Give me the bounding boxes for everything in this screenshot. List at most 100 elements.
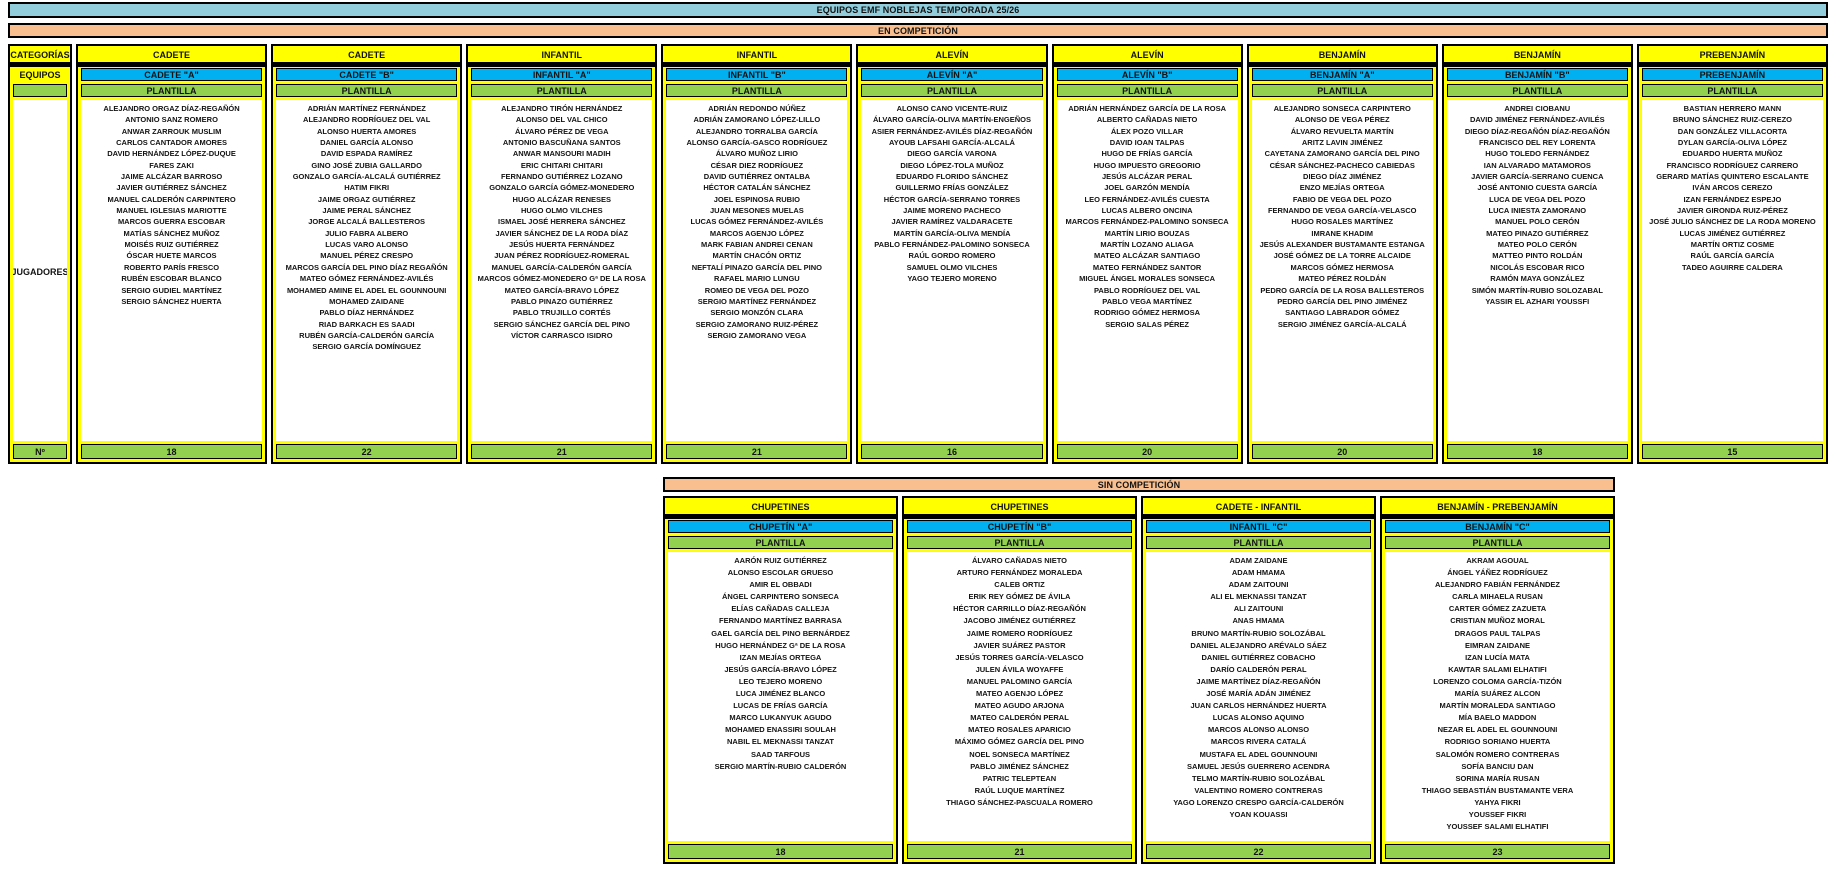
- player-name: MARCOS GÓMEZ-MONEDERO Gª DE LA ROSA: [477, 274, 646, 284]
- player-name: DAVID IOAN TALPAS: [1109, 138, 1185, 148]
- player-name: JOEL GARZÓN MENDÍA: [1104, 183, 1190, 193]
- roster-header: PLANTILLA: [668, 536, 893, 549]
- player-name: HUGO IMPUESTO GREGORIO: [1093, 160, 1201, 170]
- player-name: IMRANE KHADIM: [1311, 228, 1374, 238]
- player-name: LUCAS DE FRÍAS GARCÍA: [733, 701, 828, 711]
- player-name: MANUEL PÉREZ CRESPO: [320, 251, 414, 261]
- team-name: BENJAMÍN "A": [1251, 68, 1433, 81]
- separator-bar: [1443, 62, 1631, 67]
- player-name: KAWTAR SALAMI ELHATIFI: [1448, 664, 1547, 674]
- player-name: MIGUEL ÁNGEL MORALES SONSECA: [1079, 274, 1216, 284]
- player-list: ADRIÁN REDONDO NÚÑEZ ADRIÁN ZAMORANO LÓPE…: [666, 100, 848, 441]
- player-count: 18: [668, 844, 893, 859]
- player-name: LUCA INIESTA ZAMORANO: [1488, 206, 1587, 216]
- player-name: JAIME MORENO PACHECO: [903, 206, 1001, 216]
- player-name: JULIO FABRA ALBERO: [325, 228, 409, 238]
- player-name: MATEO GARCÍA-BRAVO LÓPEZ: [504, 285, 619, 295]
- player-name: MANUEL POLO CERÓN: [1495, 217, 1580, 227]
- player-name: GINO JOSÉ ZUBIA GALLARDO: [311, 160, 422, 170]
- team-column: BENJAMÍN - PREBENJAMÍN BENJAMÍN "C" PLANTI…: [1380, 496, 1615, 864]
- count-row-label: Nº: [13, 444, 67, 459]
- player-name: ALONSO HUERTA AMORES: [317, 126, 417, 136]
- player-name: MATEO POLO CERÓN: [1497, 240, 1577, 250]
- player-name: JOEL ESPINOSA RUBIO: [713, 194, 801, 204]
- player-name: JAVIER SÁNCHEZ DE LA RODA DÍAZ: [495, 228, 629, 238]
- player-name: RUBÉN ESCOBAR BLANCO: [121, 274, 222, 284]
- player-name: ÁLVARO REVUELTA MARTÍN: [1290, 126, 1394, 136]
- player-name: DIEGO GARCÍA VARONA: [907, 149, 997, 159]
- player-name: ADRIÁN REDONDO NÚÑEZ: [708, 104, 806, 113]
- no-competition-banner-label: SIN COMPETICIÓN: [1097, 479, 1181, 490]
- player-name: ÁLEX POZO VILLAR: [1110, 126, 1184, 136]
- player-name: MARCOS RIVERA CATALÁ: [1210, 737, 1307, 747]
- player-name: MOHAMED AMINE EL ADEL EL GOUNNOUNI: [286, 285, 447, 295]
- player-count: 21: [907, 844, 1132, 859]
- team-column: CADETE CADETE "B" PLANTILLA ADRIÁN MARTÍNEZ…: [271, 44, 463, 464]
- player-list: ALEJANDRO TIRÓN HERNÁNDEZ ALONSO DEL VAL …: [471, 100, 653, 441]
- player-name: JAVIER GARCÍA-SERRANO CUENCA: [1471, 172, 1604, 182]
- player-name: DAN GONZÁLEZ VILLACORTA: [1677, 126, 1788, 136]
- player-name: SERGIO MONZÓN CLARA: [710, 308, 804, 318]
- team-column: CHUPETINES CHUPETÍN "B" PLANTILLA ÁLVARO CA…: [902, 496, 1137, 864]
- player-name: PABLO DÍAZ HERNÁNDEZ: [319, 308, 414, 318]
- player-name: PEDRO GARCÍA DE LA ROSA BALLESTEROS: [1260, 285, 1425, 295]
- player-name: ALONSO CANO VICENTE-RUIZ: [896, 104, 1008, 113]
- player-name: MARK FABIAN ANDREI CENAN: [700, 240, 813, 250]
- player-name: HUGO ROSALES MARTÍNEZ: [1291, 217, 1394, 227]
- team-name: CHUPETÍN "B": [907, 520, 1132, 533]
- player-name: JAIME MARTÍNEZ DÍAZ-REGAÑÓN: [1196, 676, 1321, 686]
- category-label: BENJAMÍN: [1446, 48, 1628, 61]
- player-name: PABLO RODRÍGUEZ DEL VAL: [1093, 285, 1201, 295]
- player-name: YOUSSEF SALAMI ELHATIFI: [1446, 822, 1549, 832]
- player-name: LUCAS ALONSO AQUINO: [1212, 713, 1305, 723]
- player-name: DRAGOS PAUL TALPAS: [1454, 628, 1541, 638]
- player-name: FERNANDO GUTIÉRREZ LOZANO: [500, 172, 623, 182]
- player-name: RAÚL GARCÍA GARCÍA: [1690, 251, 1775, 261]
- no-competition-table: CHUPETINES CHUPETÍN "A" PLANTILLA AARÓN RUI…: [663, 496, 1615, 864]
- player-name: SALOMÓN ROMERO CONTRERAS: [1435, 749, 1560, 759]
- player-name: BRUNO SÁNCHEZ RUIZ-CEREZO: [1672, 115, 1793, 125]
- player-name: ADRIÁN MARTÍNEZ FERNÁNDEZ: [307, 104, 426, 113]
- player-name: SANTIAGO LABRADOR GÓMEZ: [1285, 308, 1400, 318]
- player-name: SERGIO ZAMORANO VEGA: [707, 330, 807, 340]
- player-list: ALEJANDRO ORGAZ DÍAZ-REGAÑÓN ANTONIO SANZ…: [81, 100, 263, 441]
- player-name: DAVID GUTIÉRREZ ONTALBA: [703, 172, 811, 182]
- player-name: SOFÍA BANCIU DAN: [1461, 761, 1534, 771]
- categories-row-label: CATEGORÍAS: [10, 48, 70, 61]
- competition-banner-label: EN COMPETICIÓN: [878, 25, 958, 36]
- team-name: CADETE "B": [276, 68, 458, 81]
- player-name: CÉSAR SÁNCHEZ-PACHECO CABIEDAS: [1269, 160, 1415, 170]
- roster-header: PLANTILLA: [471, 84, 653, 97]
- player-name: ÁLVARO MUÑOZ LIRIO: [715, 149, 798, 159]
- player-name: THIAGO SÁNCHEZ-PASCUALA ROMERO: [946, 797, 1093, 807]
- player-name: SAMUEL JESÚS GUERRERO ACENDRA: [1187, 761, 1330, 771]
- category-label: CHUPETINES: [907, 500, 1132, 513]
- player-list: AARÓN RUIZ GUTIÉRREZ ALONSO ESCOLAR GRUES…: [668, 552, 893, 841]
- player-name: ÓSCAR HUETE MARCOS: [126, 251, 217, 261]
- player-name: NABIL EL MEKNASSI TANZAT: [727, 737, 834, 747]
- player-name: FERNANDO DE VEGA GARCÍA-VELASCO: [1267, 206, 1417, 216]
- player-name: MATTEO PINTO ROLDÁN: [1492, 251, 1583, 261]
- player-name: CRISTIAN MUÑOZ MORAL: [1450, 616, 1545, 626]
- player-name: MATÍAS SÁNCHEZ MUÑOZ: [123, 228, 220, 238]
- player-name: DIEGO LÓPEZ-TOLA MUÑOZ: [900, 160, 1004, 170]
- player-name: SERGIO JIMÉNEZ GARCÍA-ALCALÁ: [1277, 319, 1407, 329]
- player-name: ANTONIO BASCUÑANA SANTOS: [502, 138, 621, 148]
- player-name: MARÍA SUÁREZ ALCON: [1454, 689, 1541, 699]
- separator-bar: [858, 62, 1046, 67]
- player-name: FRANCISCO RODRÍGUEZ CARRERO: [1666, 160, 1799, 170]
- player-name: ALONSO ESCOLAR GRUESO: [727, 568, 834, 578]
- season-title-bar: EQUIPOS EMF NOBLEJAS TEMPORADA 25/26: [8, 2, 1828, 18]
- player-name: MATEO ALCÁZAR SANTIAGO: [1093, 251, 1201, 261]
- player-name: MARTÍN LIRIO BOUZAS: [1104, 228, 1190, 238]
- player-name: SERGIO SÁNCHEZ HUERTA: [121, 296, 222, 306]
- player-name: JESÚS GARCÍA-BRAVO LÓPEZ: [724, 664, 837, 674]
- player-name: ROMEO DE VEGA DEL POZO: [704, 285, 809, 295]
- player-name: SERGIO SALAS PÉREZ: [1105, 319, 1189, 329]
- roster-header: PLANTILLA: [1446, 84, 1628, 97]
- team-column: ALEVÍN ALEVÍN "B" PLANTILLA ADRIÁN HERNÁNDE…: [1051, 44, 1243, 464]
- competition-table: CATEGORÍAS EQUIPOS JUGADORES Nº CADETE CA…: [8, 44, 1828, 464]
- player-list: ALONSO CANO VICENTE-RUIZ ÁLVARO GARCÍA-OL…: [861, 100, 1043, 441]
- player-name: GUILLERMO FRÍAS GONZÁLEZ: [895, 183, 1009, 193]
- player-name: MATEO GÓMEZ FERNÁNDEZ-AVILÉS: [299, 274, 434, 284]
